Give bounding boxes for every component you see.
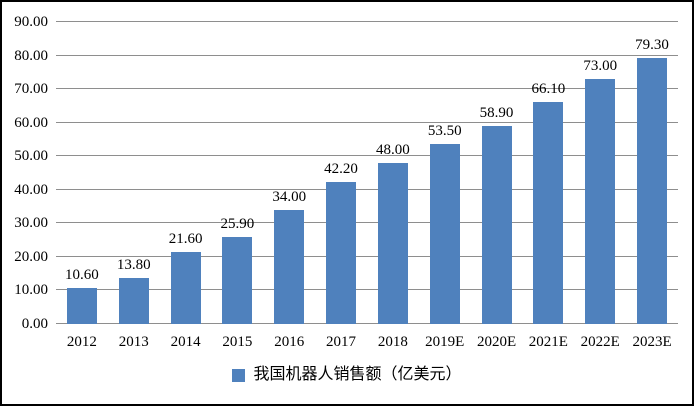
bar-series: 10.60 13.80 21.60 25.90 34.00 42.20 48.00 53.50… [56,22,678,324]
y-tick-label: 0.00 [21,316,48,332]
bar-value-label: 53.50 [427,123,462,140]
bar-2015 [222,237,253,324]
bar-slot-2014: 21.60 [160,22,212,324]
bar-2013 [118,277,149,324]
bar-2016 [274,209,305,324]
gridline-10.00 [56,289,678,291]
bar-value-label: 48.00 [376,141,410,158]
gridline-30.00 [56,222,678,224]
legend: 我国机器人销售额（亿美元） [2,366,692,384]
bar-value-label: 42.20 [324,161,358,178]
x-tick-label-2018: 2018 [377,334,408,350]
y-tick-label: 10.00 [14,282,48,299]
x-tick-label-2017: 2017 [326,334,357,350]
gridline-70.00 [56,88,678,90]
y-tick-label: 60.00 [14,114,48,131]
bar-value-label: 21.60 [168,230,203,247]
bar-slot-2022E: 73.00 [574,22,626,324]
bar-2012 [66,288,97,324]
bar-2020E [481,126,512,324]
bar-slot-2012: 10.60 [56,22,108,324]
legend-swatch-icon [232,368,246,382]
bar-2019E [429,144,460,324]
bar-slot-2016: 34.00 [263,22,315,324]
bar-slot-2017: 42.20 [315,22,367,324]
bar-slot-2023E: 79.30 [626,22,678,324]
gridline-60.00 [56,121,678,123]
bar-value-label: 10.60 [65,267,99,284]
y-tick-label: 50.00 [14,148,48,165]
gridline-0.00 [56,323,678,324]
gridline-50.00 [56,155,678,157]
x-tick-label-2014: 2014 [170,334,201,350]
x-axis-labels: 2012 2013 2014 2015 2016 2017 2018 2019E 2020E 20… [56,333,678,351]
x-tick-label-2019E: 2019E [425,334,465,350]
x-tick-label-2021E: 2021E [528,334,568,350]
bar-value-label: 25.90 [220,216,255,233]
bar-value-label: 79.30 [635,36,669,53]
bar-value-label: 73.00 [583,58,618,75]
x-tick-label-2015: 2015 [222,334,253,350]
bar-value-label: 13.80 [116,256,151,273]
bar-value-label: 58.90 [479,105,514,122]
bar-slot-2015: 25.90 [211,22,263,324]
x-tick-label-2020E: 2020E [476,334,517,350]
y-tick-label: 20.00 [14,248,48,265]
bar-slot-2013: 13.80 [108,22,160,324]
bar-2022E [585,79,616,324]
bar-slot-2019E: 53.50 [419,22,471,324]
x-tick-label-2022E: 2022E [580,334,620,350]
x-tick-label-2023E: 2023E [632,334,672,350]
bar-2021E [533,102,564,324]
gridline-40.00 [56,188,678,190]
y-tick-label: 80.00 [14,47,48,64]
bar-value-label: 34.00 [272,188,307,205]
legend-label: 我国机器人销售额（亿美元） [253,366,462,383]
y-tick-label: 40.00 [14,181,48,198]
bar-slot-2021E: 66.10 [522,22,574,324]
x-tick-label-2016: 2016 [274,334,305,350]
bar-value-label: 66.10 [531,81,566,98]
gridline-90.00 [56,21,678,22]
y-axis-labels: 0.00 10.00 20.00 30.00 40.00 50.00 60.00 70.00 8… [2,14,48,332]
x-tick-label-2012: 2012 [66,334,97,350]
bar-2017 [326,182,357,324]
bar-slot-2018: 48.00 [367,22,419,324]
bar-2023E [637,57,668,324]
gridline-80.00 [56,54,678,56]
y-tick-label: 70.00 [14,81,48,98]
plot-area: 10.60 13.80 21.60 25.90 34.00 42.20 48.00 53.50… [56,21,678,324]
bar-2018 [377,162,408,324]
y-tick-label: 90.00 [14,14,48,30]
bar-slot-2020E: 58.90 [471,22,523,324]
bar-2014 [170,251,201,324]
gridline-20.00 [56,255,678,257]
x-tick-label-2013: 2013 [118,334,149,350]
y-tick-label: 30.00 [14,215,48,232]
